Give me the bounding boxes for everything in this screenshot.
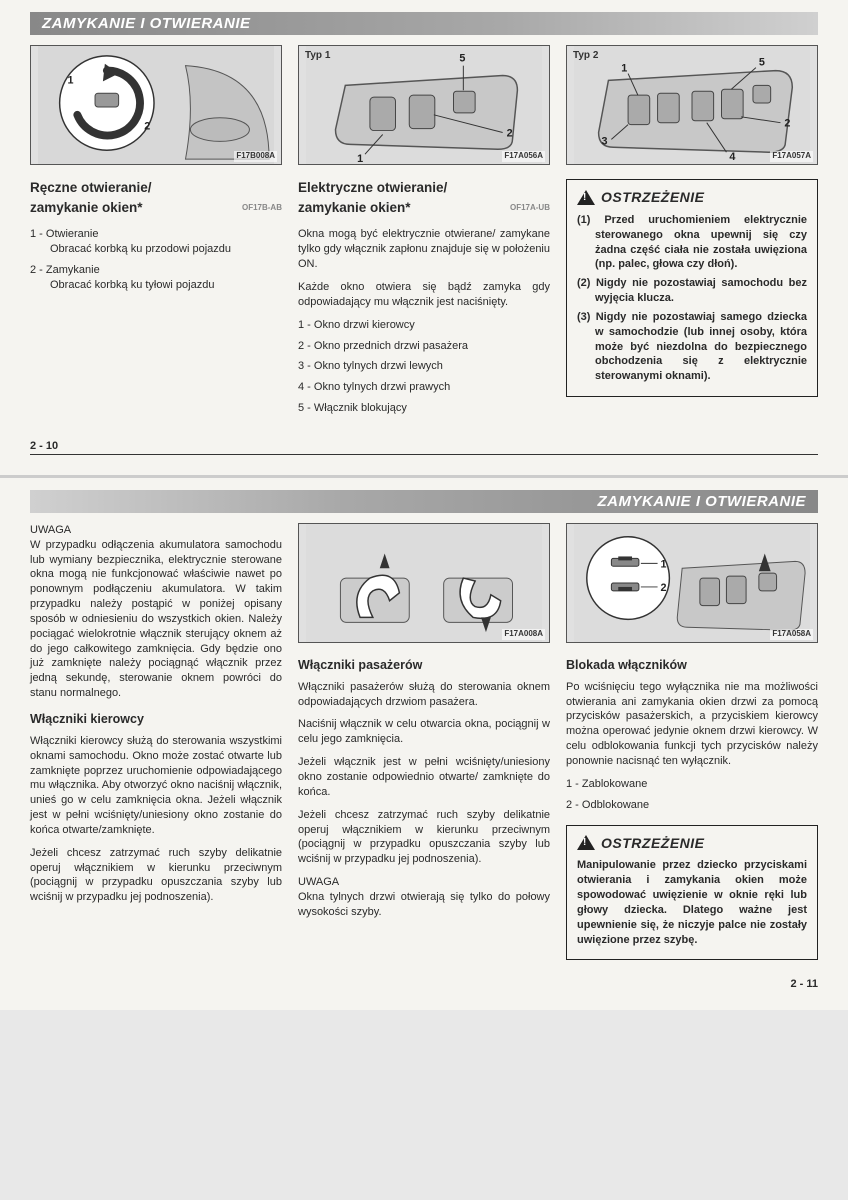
title-line2: zamykanie okien* OF17B-AB [30, 199, 282, 217]
para: Włączniki pasażerów służą do sterowania … [298, 680, 550, 710]
typ-label: Typ 1 [305, 49, 330, 63]
para: Jeżeli włącznik jest w pełni wciśnięty/u… [298, 755, 550, 800]
svg-text:2: 2 [784, 118, 790, 130]
figure-passenger-switch: F17A008A [298, 523, 550, 643]
para: Każde okno otwiera się bądź zamyka gdy o… [298, 280, 550, 310]
svg-text:1: 1 [68, 74, 74, 86]
figure-ref: F17A008A [502, 629, 545, 640]
page-number: 2 - 11 [30, 978, 818, 990]
col-electric: Typ 1 1 2 5 F17A056A Elektryczne otwiera… [298, 45, 550, 422]
manual-list: 1 - Otwieranie Obracać korbką ku przodow… [30, 227, 282, 292]
uwaga-label: UWAGA [30, 523, 282, 538]
figure-ref: F17A057A [770, 151, 813, 162]
title-text: zamykanie okien* [30, 200, 143, 215]
ref-code: OF17B-AB [242, 203, 282, 214]
title-line1: Elektryczne otwieranie/ [298, 179, 550, 197]
warning-icon [577, 190, 595, 205]
para: Włączniki kierowcy służą do sterowania w… [30, 734, 282, 838]
svg-text:2: 2 [507, 127, 513, 139]
page-top: ZAMYKANIE I OTWIERANIE 1 2 F17B008A Ręcz… [0, 0, 848, 478]
item-desc: Obracać korbką ku przodowi pojazdu [30, 242, 282, 257]
item-num: 1 - [30, 228, 43, 240]
warning-box: OSTRZEŻENIE Manipulowanie przez dziecko … [566, 825, 818, 961]
col-warning: Typ 2 1 5 3 2 4 F17A057A [566, 45, 818, 422]
title-text: zamykanie okien* [298, 200, 411, 215]
list-item: 5 - Włącznik blokujący [298, 401, 550, 416]
list-item: 1 - Zablokowane [566, 777, 818, 792]
list-item: 2 - Zamykanie Obracać korbką ku tyłowi p… [30, 263, 282, 293]
warning-title-text: OSTRZEŻENIE [601, 834, 705, 853]
subheading: Włączniki pasażerów [298, 657, 550, 674]
list-item: 1 - Otwieranie Obracać korbką ku przodow… [30, 227, 282, 257]
svg-text:1: 1 [621, 63, 627, 75]
lock-list: 1 - Zablokowane 2 - Odblokowane [566, 777, 818, 813]
svg-text:5: 5 [759, 57, 765, 69]
figure-lock-switch: 1 2 F17A058A [566, 523, 818, 643]
list-item: 3 - Okno tylnych drzwi lewych [298, 359, 550, 374]
warning-item: (3) Nigdy nie pozostawiaj samego dziecka… [577, 310, 807, 384]
para: Okna mogą być elektrycznie otwierane/ za… [298, 227, 550, 272]
svg-text:2: 2 [144, 121, 150, 133]
figure-switches-typ1: Typ 1 1 2 5 F17A056A [298, 45, 550, 165]
col-passenger-switches: F17A008A Włączniki pasażerów Włączniki p… [298, 523, 550, 961]
typ-label: Typ 2 [573, 49, 598, 63]
title-line1: Ręczne otwieranie/ [30, 179, 282, 197]
columns-row: UWAGA W przypadku odłączenia akumulatora… [30, 523, 818, 961]
subheading: Włączniki kierowcy [30, 711, 282, 728]
list-item: 2 - Okno przednich drzwi pasażera [298, 339, 550, 354]
ref-code: OF17A-UB [510, 203, 550, 214]
item-label: Otwieranie [46, 228, 99, 240]
list-item: 2 - Odblokowane [566, 798, 818, 813]
warning-item: (1) Przed uruchomieniem elektrycznie ste… [577, 213, 807, 272]
col-manual: 1 2 F17B008A Ręczne otwieranie/ zamykani… [30, 45, 282, 422]
list-item: 4 - Okno tylnych drzwi prawych [298, 380, 550, 395]
page-number: 2 - 10 [30, 440, 818, 452]
figure-ref: F17A058A [770, 629, 813, 640]
uwaga-label: UWAGA [298, 875, 550, 890]
para: Jeżeli chcesz zatrzymać ruch szyby delik… [30, 846, 282, 905]
section-header: ZAMYKANIE I OTWIERANIE [30, 12, 818, 35]
warning-body: Manipulowanie przez dziecko przyciskami … [577, 858, 807, 947]
svg-text:5: 5 [459, 53, 465, 65]
svg-text:1: 1 [661, 558, 667, 570]
electric-text: Okna mogą być elektrycznie otwierane/ za… [298, 227, 550, 415]
svg-text:4: 4 [729, 151, 735, 163]
para: Jeżeli chcesz zatrzymać ruch szyby delik… [298, 808, 550, 867]
warning-title: OSTRZEŻENIE [577, 188, 807, 207]
col-driver-switches: UWAGA W przypadku odłączenia akumulatora… [30, 523, 282, 961]
columns-row: 1 2 F17B008A Ręczne otwieranie/ zamykani… [30, 45, 818, 422]
warning-title-text: OSTRZEŻENIE [601, 188, 705, 207]
figure-ref: F17A056A [502, 151, 545, 162]
section-header: ZAMYKANIE I OTWIERANIE [30, 490, 818, 513]
uwaga-text: Okna tylnych drzwi otwierają się tylko d… [298, 890, 550, 920]
item-desc: Obracać korbką ku tyłowi pojazdu [30, 278, 282, 293]
para: Po wciśnięciu tego wyłącznika nie ma moż… [566, 680, 818, 769]
switch-list: 1 - Okno drzwi kierowcy 2 - Okno przedni… [298, 318, 550, 416]
svg-text:1: 1 [357, 153, 363, 164]
figure-manual-crank: 1 2 F17B008A [30, 45, 282, 165]
figure-switches-typ2: Typ 2 1 5 3 2 4 F17A057A [566, 45, 818, 165]
warning-icon [577, 835, 595, 850]
col-lock-switches: 1 2 F17A058A Blokada włączników Po wciśn… [566, 523, 818, 961]
item-num: 2 - [30, 264, 43, 276]
subheading: Blokada włączników [566, 657, 818, 674]
list-item: 1 - Okno drzwi kierowcy [298, 318, 550, 333]
warning-title: OSTRZEŻENIE [577, 834, 807, 853]
item-label: Zamykanie [46, 264, 100, 276]
figure-ref: F17B008A [234, 151, 277, 162]
svg-text:2: 2 [661, 582, 667, 594]
svg-text:3: 3 [602, 135, 608, 147]
warning-item: (2) Nigdy nie pozostawiaj samochodu bez … [577, 276, 807, 306]
para: Naciśnij włącznik w celu otwarcia okna, … [298, 717, 550, 747]
title-line2: zamykanie okien* OF17A-UB [298, 199, 550, 217]
warning-box: OSTRZEŻENIE (1) Przed uruchomieniem elek… [566, 179, 818, 397]
uwaga-text: W przypadku odłączenia akumulatora samoc… [30, 538, 282, 701]
page-bottom: ZAMYKANIE I OTWIERANIE UWAGA W przypadku… [0, 478, 848, 1011]
